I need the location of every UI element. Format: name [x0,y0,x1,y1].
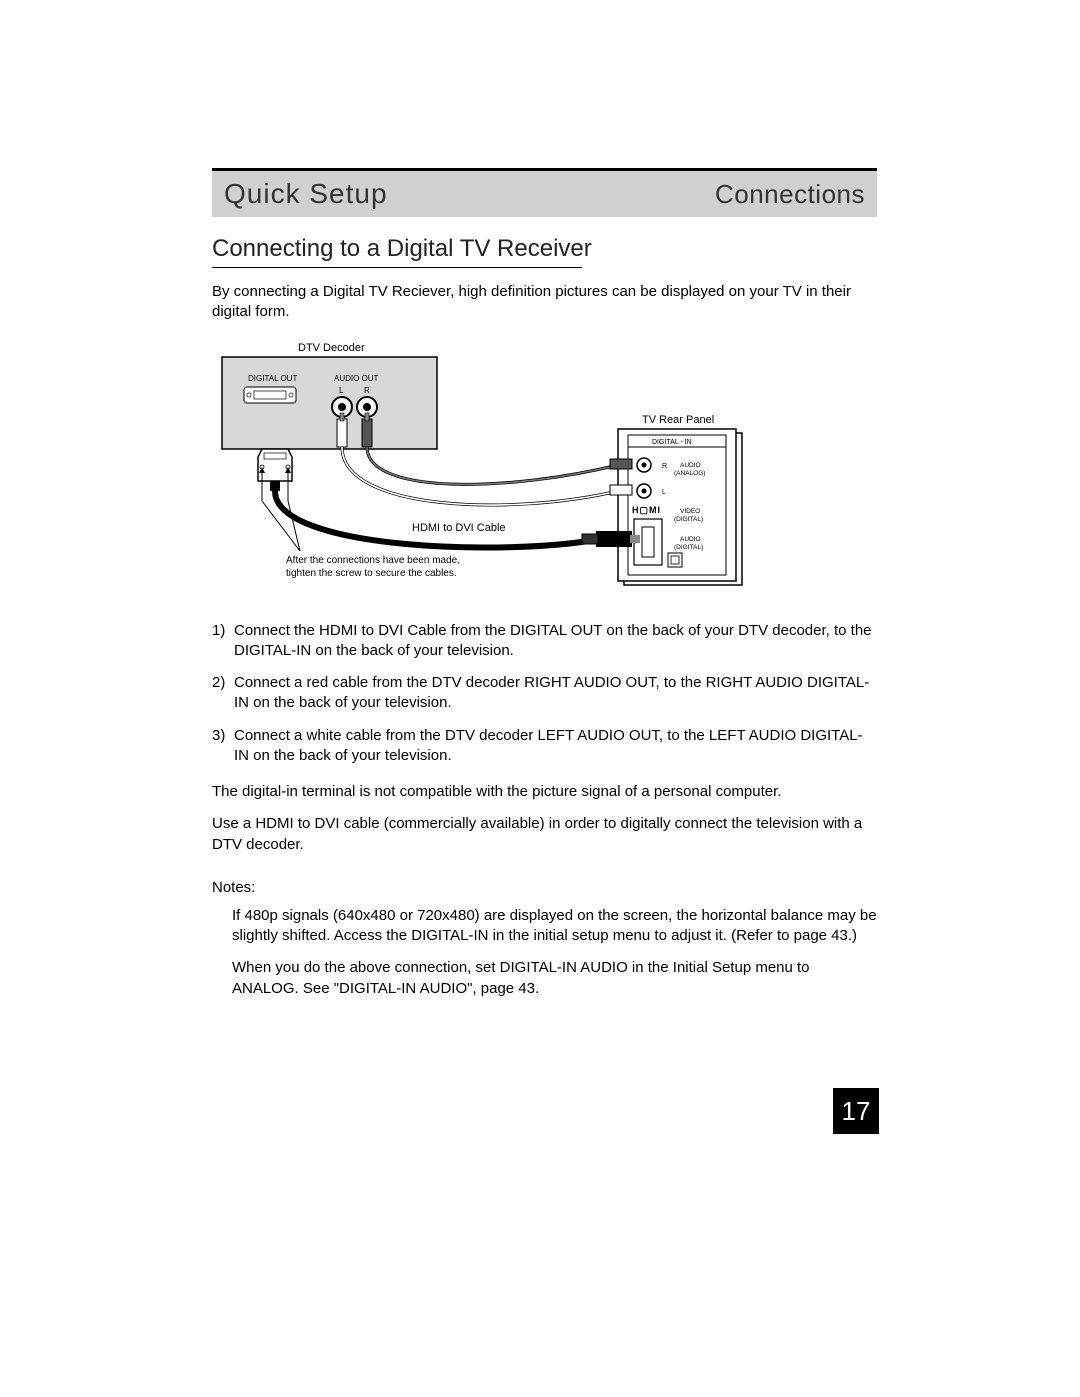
paragraph-1: The digital-in terminal is not compatibl… [212,782,877,802]
cable-hdmi-dvi [275,491,600,547]
section-title: Connecting to a Digital TV Receiver [212,235,877,263]
notes-label: Notes: [212,879,877,896]
audio-l-label: L [339,386,344,395]
step-text: Connect a white cable from the DTV decod… [234,726,877,767]
hdmi-plug-icon [596,531,632,547]
dvi-port-icon [244,387,296,403]
cable-white [342,447,618,505]
step-2: 2) Connect a red cable from the DTV deco… [212,673,877,714]
step-num: 2) [212,673,234,714]
hdmi-logo-icon: H▢MI [632,505,661,515]
connection-diagram: DTV Decoder DIGITAL OUT AUDIO OUT L R TV… [212,341,752,601]
rca-plug-red-icon [362,419,372,447]
screw-note-2: tighten the screw to secure the cables. [286,568,457,579]
section-rule [212,267,582,268]
step-text: Connect the HDMI to DVI Cable from the D… [234,621,877,662]
header-right: Connections [715,179,865,210]
audio-out-label: AUDIO OUT [334,374,379,383]
step-3: 3) Connect a white cable from the DTV de… [212,726,877,767]
rca-plug-white-icon [337,419,347,447]
step-1: 1) Connect the HDMI to DVI Cable from th… [212,621,877,662]
page-number: 17 [833,1088,879,1134]
svg-text:VIDEO: VIDEO [680,508,700,515]
header-band: Quick Setup Connections [212,171,877,217]
step-num: 1) [212,621,234,662]
audio-analog-a: AUDIO [680,462,701,469]
note-2: When you do the above connection, set DI… [232,958,877,999]
steps-list: 1) Connect the HDMI to DVI Cable from th… [212,621,877,767]
step-num: 3) [212,726,234,767]
dtv-decoder-label: DTV Decoder [298,342,365,354]
optical-jack-icon [668,553,682,567]
intro-text: By connecting a Digital TV Reciever, hig… [212,282,877,323]
paragraph-2: Use a HDMI to DVI cable (commercially av… [212,814,877,855]
digital-in-label: DIGITAL - IN [652,439,692,446]
screw-note-1: After the connections have been made, [286,555,460,566]
panel-r-label: R [662,463,667,470]
audio-r-label: R [364,386,370,395]
svg-text:(DIGITAL): (DIGITAL) [674,544,703,551]
hdmi-cable-label: HDMI to DVI Cable [412,522,506,534]
svg-text:(DIGITAL): (DIGITAL) [674,516,703,523]
note-1: If 480p signals (640x480 or 720x480) are… [232,906,877,947]
audio-analog-b: (ANALOG) [674,470,705,477]
header-left: Quick Setup [224,178,388,210]
manual-page: Quick Setup Connections Connecting to a … [212,168,877,1011]
svg-text:AUDIO: AUDIO [680,536,701,543]
panel-l-label: L [662,489,666,496]
step-text: Connect a red cable from the DTV decoder… [234,673,877,714]
tv-rear-panel-label: TV Rear Panel [642,414,714,426]
digital-out-label: DIGITAL OUT [248,374,297,383]
